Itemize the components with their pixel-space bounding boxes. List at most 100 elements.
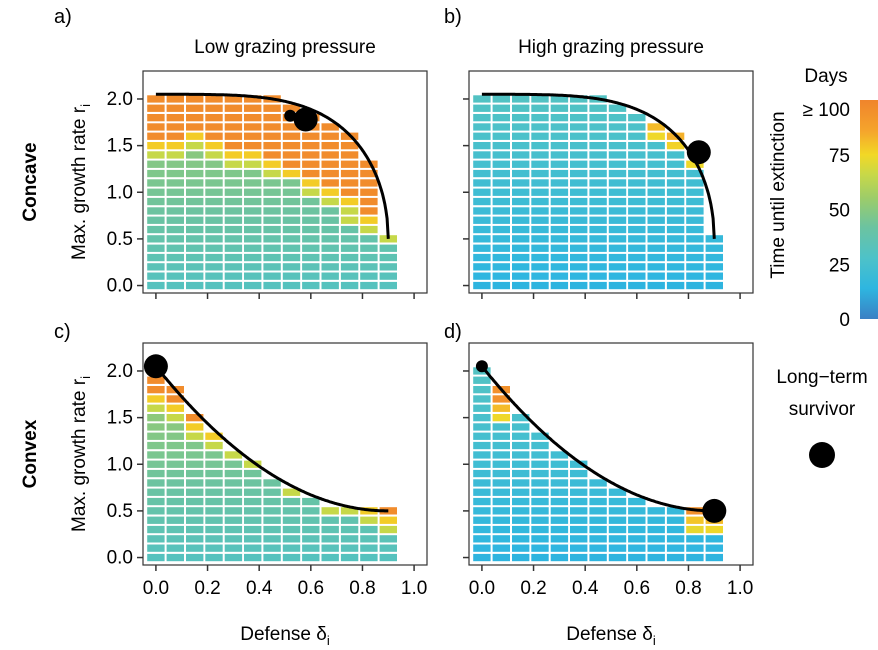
heatmap-cell: [492, 479, 510, 487]
heatmap-cell: [647, 535, 665, 543]
heatmap-cell: [166, 188, 184, 196]
heatmap-cell: [263, 507, 281, 515]
x-tick-label: 0.2: [520, 578, 546, 599]
heatmap-cell: [550, 488, 569, 496]
heatmap-cell: [666, 535, 685, 543]
heatmap-cell: [147, 497, 165, 506]
heatmap-cell: [628, 535, 646, 543]
heatmap-cell: [147, 553, 165, 562]
survivor-legend-label-line1: Long−term: [776, 367, 867, 388]
column-title-high: High grazing pressure: [518, 37, 704, 58]
heatmap-cell: [302, 179, 320, 187]
heatmap-cell: [302, 553, 320, 562]
heatmap-cell: [666, 169, 685, 178]
heatmap-cell: [302, 151, 320, 159]
heatmap-cell: [512, 104, 530, 112]
heatmap-cell: [205, 507, 223, 515]
heatmap-cell: [166, 451, 184, 459]
heatmap-cell: [224, 272, 243, 280]
heatmap-cell: [608, 179, 627, 187]
heatmap-cell: [205, 488, 223, 496]
heatmap-cell: [666, 225, 685, 234]
heatmap-cell: [492, 104, 510, 112]
heatmap-cell: [647, 272, 665, 280]
heatmap-cell: [492, 263, 510, 271]
heatmap-cell: [205, 95, 223, 103]
heatmap-cell: [647, 516, 665, 524]
heatmap-cell: [589, 479, 607, 487]
heatmap-cell: [166, 160, 184, 168]
heatmap-cell: [205, 479, 223, 487]
heatmap-cell: [186, 507, 204, 515]
heatmap-cell: [647, 216, 665, 224]
heatmap-cell: [244, 160, 262, 168]
heatmap-cell: [244, 104, 262, 112]
heatmap-cell: [608, 553, 627, 562]
heatmap-cell: [186, 432, 204, 440]
heatmap-cell: [628, 142, 646, 150]
heatmap-cell: [512, 479, 530, 487]
heatmap-cell: [647, 151, 665, 159]
colorbar-tick-label: 50: [829, 201, 850, 222]
heatmap-cell: [282, 142, 301, 150]
heatmap-cell: [244, 235, 262, 243]
heatmap-cell: [647, 235, 665, 243]
heatmap-cell: [205, 114, 223, 122]
heatmap-cell: [147, 179, 165, 187]
heatmap-cell: [550, 497, 569, 506]
heatmap-cell: [302, 516, 320, 524]
heatmap-cell: [492, 132, 510, 140]
heatmap-cell: [589, 188, 607, 196]
heatmap-cell: [340, 272, 359, 280]
heatmap-cell: [512, 441, 530, 450]
heatmap-cell: [589, 142, 607, 150]
heatmap-cell: [186, 235, 204, 243]
heatmap-cell: [302, 272, 320, 280]
panel-letter-d: d): [444, 321, 462, 343]
heatmap-cell: [282, 553, 301, 562]
heatmap-cell: [705, 272, 723, 280]
heatmap-cell: [666, 151, 685, 159]
heatmap-cell: [666, 179, 685, 187]
colorbar-tick-label: 0: [839, 310, 850, 331]
heatmap-cell: [531, 235, 549, 243]
panel-letter-b: b): [444, 6, 462, 28]
heatmap-cell: [628, 225, 646, 234]
heatmap-cell: [205, 253, 223, 262]
heatmap-cell: [686, 272, 704, 280]
heatmap-cell: [589, 132, 607, 140]
heatmap-cell: [531, 479, 549, 487]
heatmap-cell: [492, 507, 510, 515]
heatmap-cell: [244, 169, 262, 178]
heatmap-cell: [186, 216, 204, 224]
heatmap-cell: [512, 507, 530, 515]
heatmap-cell: [186, 516, 204, 524]
heatmap-cell: [186, 469, 204, 478]
heatmap-cell: [244, 525, 262, 534]
heatmap-cell: [628, 281, 646, 290]
heatmap-cell: [147, 104, 165, 112]
heatmap-cell: [473, 216, 491, 224]
heatmap-cell: [244, 469, 262, 478]
heatmap-cell: [550, 553, 569, 562]
heatmap-cell: [244, 544, 262, 552]
heatmap-cell: [512, 160, 530, 168]
heatmap-cell: [205, 451, 223, 459]
heatmap-cell: [686, 188, 704, 196]
heatmap-cell: [340, 197, 359, 206]
heatmap-cell: [705, 281, 723, 290]
heatmap-cell: [224, 188, 243, 196]
heatmap-cell: [531, 244, 549, 252]
heatmap-cell: [492, 169, 510, 178]
heatmap-cell: [492, 95, 510, 103]
heatmap-cell: [628, 553, 646, 562]
heatmap-cell: [263, 123, 281, 131]
heatmap-cell: [686, 263, 704, 271]
heatmap-cell: [608, 225, 627, 234]
y-tick-label: 0.5: [107, 501, 133, 522]
heatmap-cell: [263, 235, 281, 243]
heatmap-cell: [147, 225, 165, 234]
heatmap-cell: [166, 207, 184, 215]
heatmap-cell: [628, 235, 646, 243]
heatmap-cell: [224, 479, 243, 487]
